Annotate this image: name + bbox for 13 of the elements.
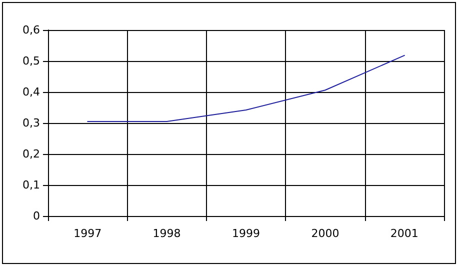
line-series — [87, 54, 405, 122]
y-tick-label: 0,6 — [22, 24, 40, 36]
x-tick-label: 1997 — [74, 227, 102, 240]
x-tick-label: 2000 — [311, 227, 340, 240]
x-tick-label: 1998 — [152, 227, 181, 240]
y-tick-label: 0 — [33, 210, 40, 222]
y-tick-label: 0,2 — [22, 148, 40, 160]
y-tick-label: 0,4 — [22, 86, 40, 98]
x-tick-label: 1999 — [232, 227, 260, 240]
y-tick-label: 0,3 — [22, 116, 40, 130]
x-tick-label: 2001 — [390, 227, 418, 240]
y-tick-label: 0,5 — [22, 54, 40, 68]
y-tick-label: 0,1 — [22, 178, 40, 192]
